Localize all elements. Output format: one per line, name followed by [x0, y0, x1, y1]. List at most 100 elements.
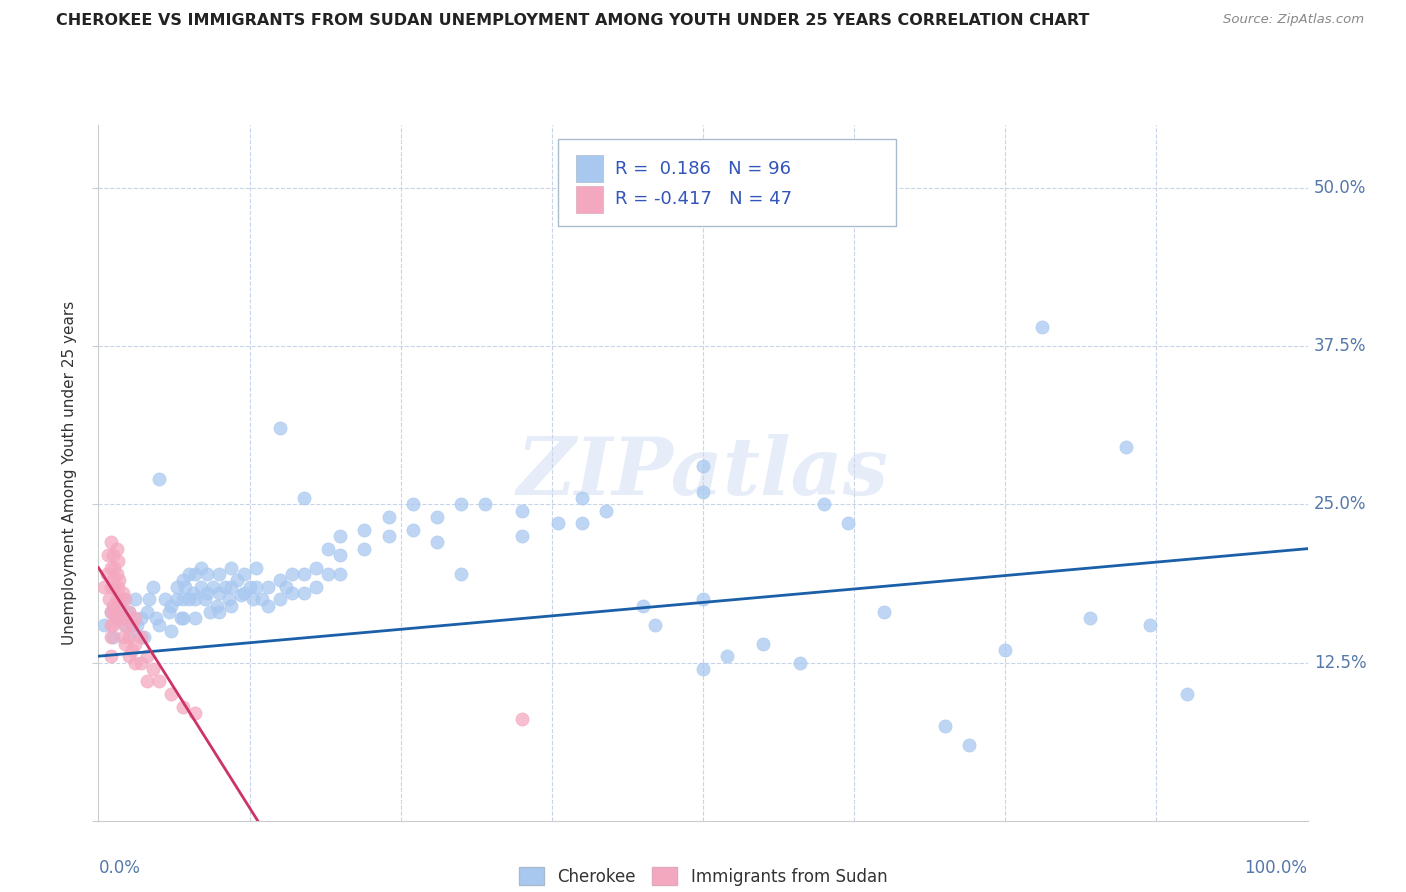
- Point: [353, 523, 375, 537]
- Point: [218, 592, 240, 607]
- Point: [124, 636, 146, 650]
- Text: R = -0.417   N = 47: R = -0.417 N = 47: [614, 190, 792, 209]
- Y-axis label: Unemployment Among Youth under 25 years: Unemployment Among Youth under 25 years: [62, 301, 77, 645]
- Point: [305, 580, 328, 594]
- Point: [547, 516, 569, 531]
- Point: [169, 611, 191, 625]
- Point: [198, 605, 221, 619]
- Text: CHEROKEE VS IMMIGRANTS FROM SUDAN UNEMPLOYMENT AMONG YOUTH UNDER 25 YEARS CORREL: CHEROKEE VS IMMIGRANTS FROM SUDAN UNEMPL…: [56, 13, 1090, 29]
- Point: [148, 617, 170, 632]
- Point: [644, 617, 666, 632]
- Point: [353, 541, 375, 556]
- Point: [124, 611, 146, 625]
- Point: [256, 580, 278, 594]
- Point: [202, 580, 225, 594]
- Point: [157, 605, 180, 619]
- Point: [103, 560, 125, 574]
- Point: [105, 611, 128, 625]
- Point: [631, 599, 654, 613]
- Point: [994, 643, 1017, 657]
- Point: [181, 586, 204, 600]
- Point: [245, 560, 267, 574]
- Point: [142, 662, 165, 676]
- Point: [114, 592, 136, 607]
- Point: [208, 605, 231, 619]
- Point: [571, 491, 593, 505]
- Point: [190, 580, 212, 594]
- Point: [97, 548, 120, 562]
- Text: Source: ZipAtlas.com: Source: ZipAtlas.com: [1223, 13, 1364, 27]
- Point: [184, 706, 207, 720]
- Point: [239, 580, 262, 594]
- Point: [242, 592, 264, 607]
- Point: [98, 592, 121, 607]
- Point: [96, 566, 118, 581]
- Point: [105, 541, 128, 556]
- Point: [100, 535, 122, 549]
- Text: ZIPatlas: ZIPatlas: [517, 434, 889, 511]
- Point: [105, 611, 128, 625]
- Point: [100, 617, 122, 632]
- Point: [208, 586, 231, 600]
- Point: [108, 611, 131, 625]
- Point: [426, 535, 449, 549]
- Point: [221, 560, 243, 574]
- Point: [510, 504, 533, 518]
- Point: [101, 548, 124, 562]
- Point: [114, 636, 136, 650]
- Point: [194, 592, 217, 607]
- Point: [111, 611, 134, 625]
- Point: [692, 592, 714, 607]
- Point: [837, 516, 859, 531]
- Point: [934, 719, 956, 733]
- Bar: [576, 155, 603, 182]
- Point: [129, 611, 152, 625]
- Point: [118, 630, 141, 644]
- Point: [103, 580, 125, 594]
- Point: [160, 624, 183, 638]
- Point: [166, 580, 188, 594]
- Point: [957, 738, 980, 752]
- Point: [101, 617, 124, 632]
- Point: [135, 649, 157, 664]
- Point: [103, 605, 125, 619]
- Point: [377, 510, 399, 524]
- Point: [107, 599, 129, 613]
- Point: [208, 566, 231, 581]
- Text: 0.0%: 0.0%: [98, 859, 141, 877]
- Point: [108, 574, 131, 588]
- Point: [205, 599, 228, 613]
- Point: [274, 580, 297, 594]
- Point: [172, 592, 194, 607]
- Point: [101, 630, 124, 644]
- Point: [256, 599, 278, 613]
- Point: [226, 574, 249, 588]
- Legend: Cherokee, Immigrants from Sudan: Cherokee, Immigrants from Sudan: [512, 861, 894, 892]
- Point: [100, 630, 122, 644]
- Point: [100, 605, 122, 619]
- Point: [329, 529, 352, 543]
- Point: [195, 586, 218, 600]
- Point: [118, 649, 141, 664]
- Point: [329, 548, 352, 562]
- Point: [172, 611, 194, 625]
- Point: [292, 586, 315, 600]
- Point: [93, 580, 115, 594]
- Point: [269, 574, 291, 588]
- Point: [114, 617, 136, 632]
- Point: [135, 605, 157, 619]
- Point: [316, 541, 339, 556]
- Point: [873, 605, 896, 619]
- Point: [134, 630, 156, 644]
- Point: [221, 599, 243, 613]
- Point: [135, 674, 157, 689]
- Bar: [576, 186, 603, 212]
- Point: [111, 630, 134, 644]
- Point: [250, 592, 273, 607]
- Point: [107, 554, 129, 568]
- Point: [692, 459, 714, 474]
- Point: [292, 491, 315, 505]
- Point: [121, 643, 143, 657]
- Point: [160, 599, 183, 613]
- Point: [101, 574, 124, 588]
